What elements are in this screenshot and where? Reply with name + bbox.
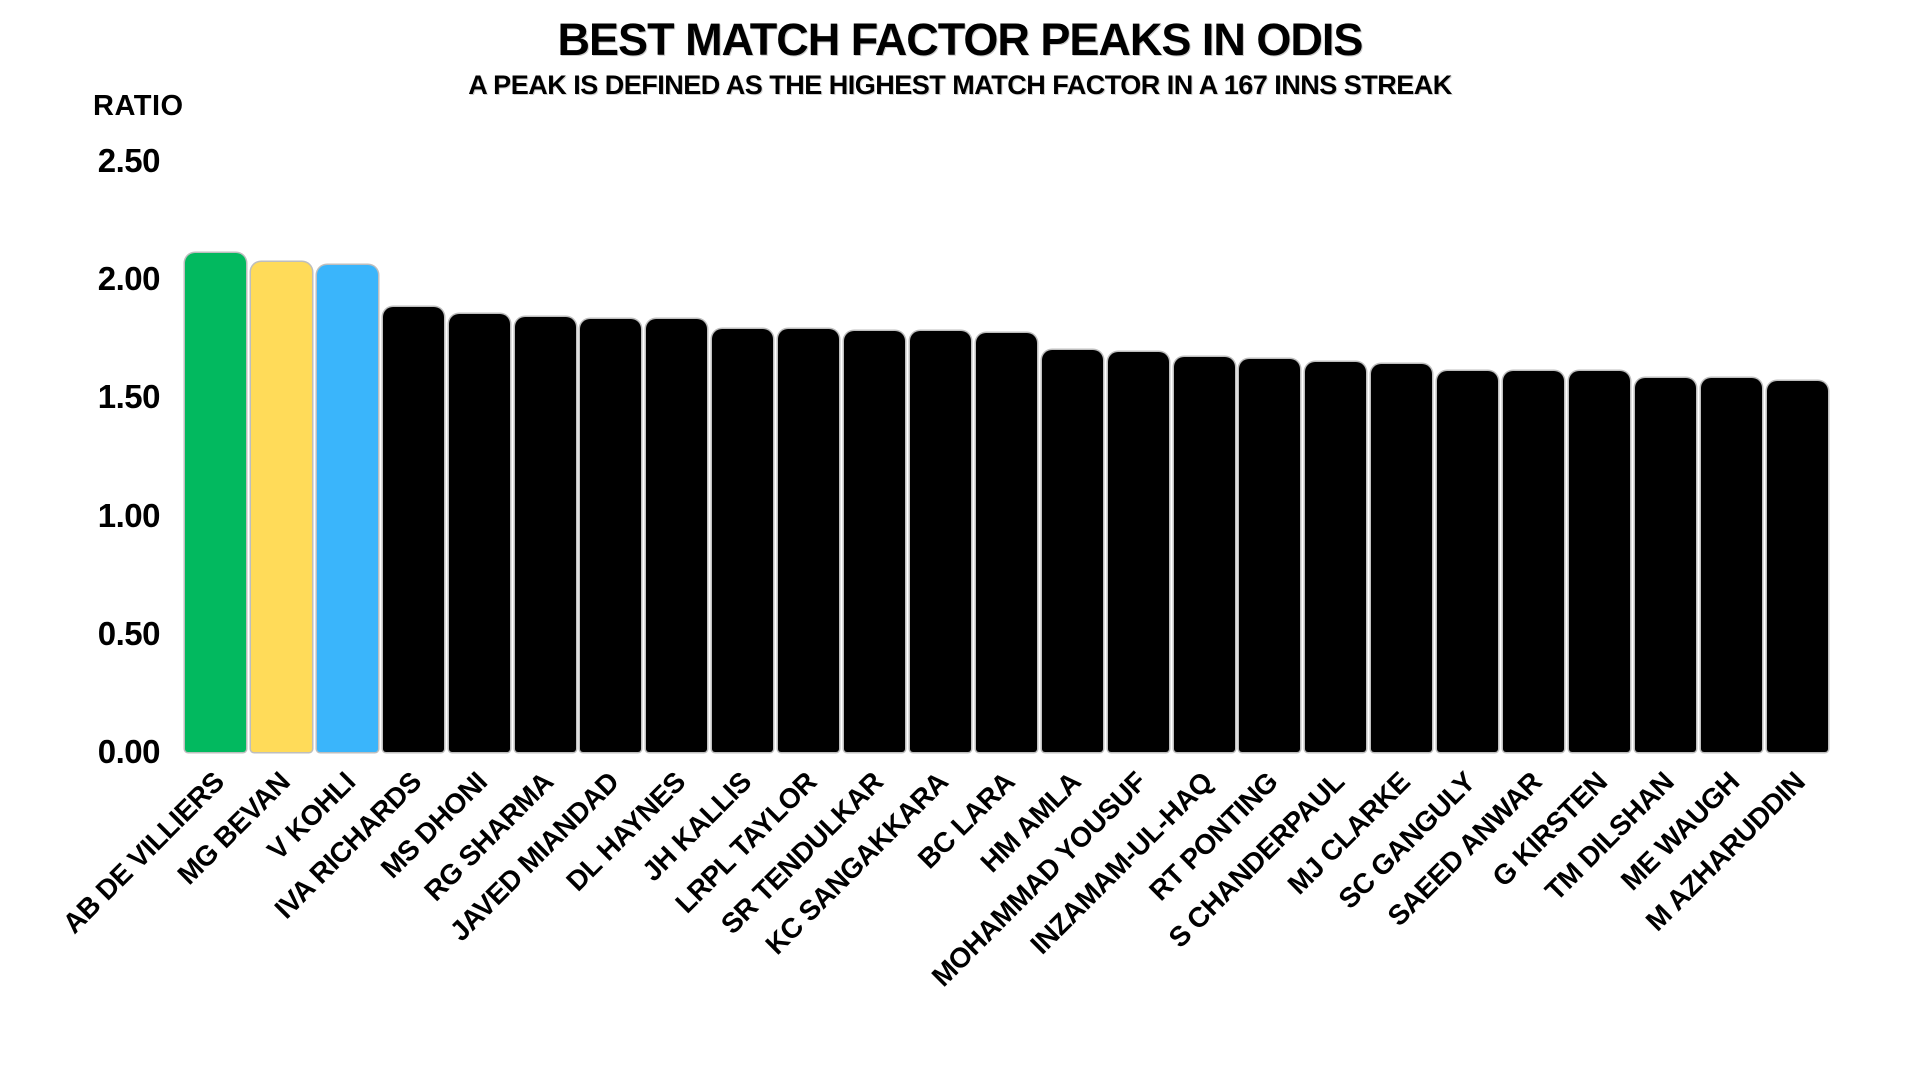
- bar: [909, 331, 971, 752]
- bar: [712, 328, 774, 752]
- bar: [1107, 352, 1169, 752]
- chart-header: BEST MATCH FACTOR PEAKS IN ODIS A PEAK I…: [0, 14, 1920, 101]
- y-axis-title: RATIO: [93, 90, 184, 122]
- bar: [778, 328, 840, 752]
- bar: [1041, 349, 1103, 752]
- bar: [250, 262, 312, 752]
- bar: [1173, 357, 1235, 752]
- bar: [1371, 364, 1433, 752]
- bar: [1634, 378, 1696, 752]
- y-tick-label: 2.50: [97, 141, 161, 179]
- y-tick-label: 1.00: [97, 496, 161, 534]
- bar: [1503, 371, 1564, 752]
- y-tick-label: 2.00: [97, 260, 161, 297]
- bar: [1305, 361, 1367, 752]
- bar: [844, 331, 905, 752]
- bar: [514, 316, 576, 752]
- bar: [1766, 380, 1828, 752]
- bar: [185, 252, 246, 752]
- bar: [382, 307, 444, 752]
- y-tick-label: 1.50: [97, 378, 161, 416]
- bar: [580, 319, 642, 752]
- bar: [1437, 371, 1499, 752]
- y-tick-label: 0.50: [97, 614, 161, 652]
- chart-subtitle: A PEAK IS DEFINED AS THE HIGHEST MATCH F…: [468, 70, 1452, 100]
- bar: [646, 319, 708, 752]
- bar: [1568, 371, 1630, 752]
- chart-title: BEST MATCH FACTOR PEAKS IN ODIS: [557, 14, 1364, 65]
- bar: [1239, 359, 1301, 752]
- bar: [1700, 378, 1762, 752]
- bar: [975, 333, 1037, 752]
- bar: [316, 264, 378, 752]
- y-tick-label: 0.00: [97, 733, 161, 770]
- bar: [448, 314, 510, 752]
